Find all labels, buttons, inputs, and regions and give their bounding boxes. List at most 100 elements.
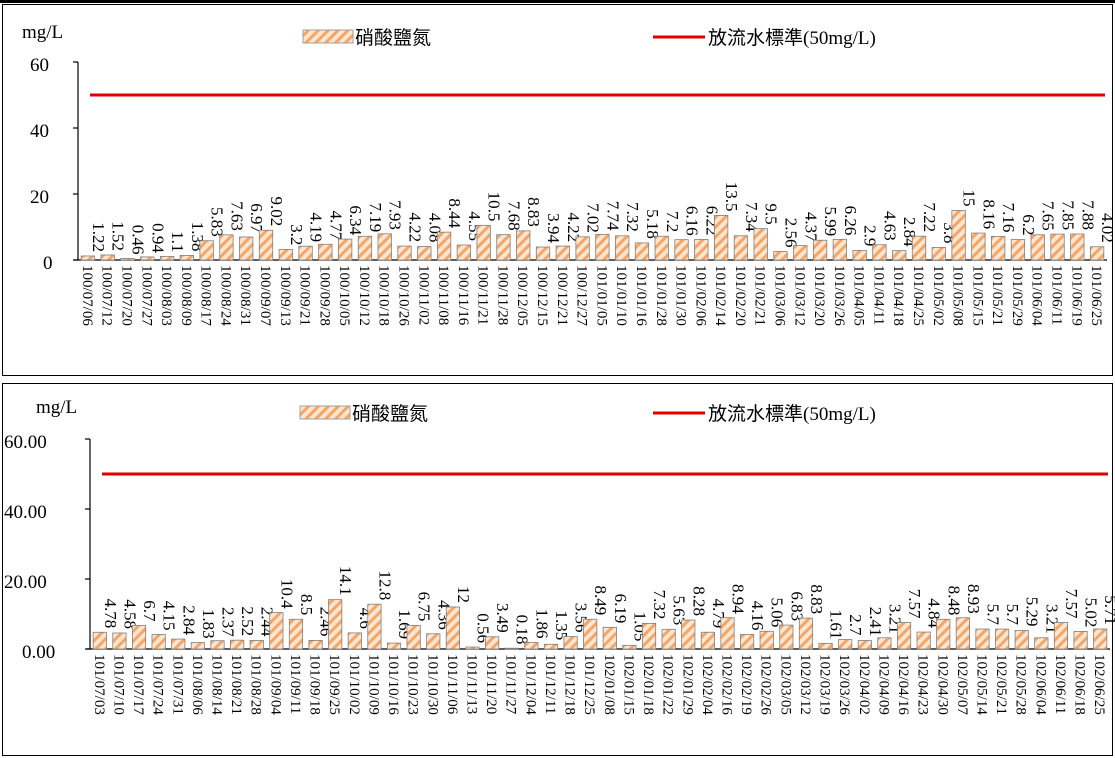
data-label: 1.86 xyxy=(532,609,551,639)
bar xyxy=(720,617,735,650)
x-tick-label: 100/09/07 xyxy=(257,265,273,326)
x-tick-label: 102/04/23 xyxy=(915,654,931,715)
data-label: 7.65 xyxy=(1039,201,1058,231)
x-tick-label: 100/11/16 xyxy=(455,265,471,326)
x-tick-label: 101/02/14 xyxy=(712,265,728,326)
x-tick-label: 101/07/10 xyxy=(110,654,126,715)
x-tick-label: 101/08/28 xyxy=(248,654,264,715)
x-tick-label: 101/07/17 xyxy=(130,654,146,715)
bar xyxy=(445,606,460,650)
y-tick-label: 60.00 xyxy=(4,432,47,453)
legend-label-line: 放流水標準(50mg/L) xyxy=(708,403,876,425)
data-label: 4.22 xyxy=(564,212,583,242)
data-label: 6.97 xyxy=(247,203,266,233)
x-tick-label: 101/11/20 xyxy=(483,654,499,714)
data-label: 12 xyxy=(454,586,473,603)
x-tick-label: 101/01/10 xyxy=(613,265,629,326)
x-tick-label: 102/05/14 xyxy=(974,654,990,715)
x-tick-label: 100/07/27 xyxy=(138,265,154,326)
x-tick-label: 100/12/21 xyxy=(554,265,570,326)
x-tick-label: 101/12/11 xyxy=(542,654,558,714)
data-label: 10.4 xyxy=(277,579,296,609)
bar xyxy=(338,238,353,261)
bar xyxy=(832,238,847,261)
data-label: 7.88 xyxy=(1078,200,1097,230)
data-label: 4.37 xyxy=(801,212,820,242)
x-tick-label: 100/11/02 xyxy=(415,265,431,325)
bar xyxy=(288,618,304,650)
bar xyxy=(694,239,709,261)
x-tick-label: 101/04/05 xyxy=(851,265,867,326)
data-label: 7.32 xyxy=(650,590,669,620)
y-tick-label: 60 xyxy=(30,55,49,76)
data-label: 4.78 xyxy=(101,599,120,629)
x-tick-label: 102/02/26 xyxy=(758,654,774,715)
bar xyxy=(298,245,313,261)
bar xyxy=(100,254,115,261)
x-tick-label: 101/05/15 xyxy=(969,265,985,326)
y-axis-ticks: 60 40 20 0 xyxy=(30,55,53,274)
bar xyxy=(456,244,472,261)
x-tick-label: 102/01/29 xyxy=(679,654,695,715)
bar xyxy=(753,228,768,261)
bar xyxy=(975,628,990,650)
data-label: 4.19 xyxy=(307,212,326,242)
x-tick-label: 101/10/23 xyxy=(405,654,421,715)
data-label: 3.94 xyxy=(544,213,563,243)
x-tick-label: 101/02/20 xyxy=(732,265,748,326)
x-tick-label: 101/04/25 xyxy=(910,265,926,326)
data-label: 1.83 xyxy=(199,609,218,639)
x-tick-label: 101/07/31 xyxy=(169,654,185,715)
y-tick-label: 20.00 xyxy=(4,572,47,593)
data-label: 13.5 xyxy=(722,182,741,212)
bar xyxy=(516,230,531,261)
data-label: 6.19 xyxy=(611,594,630,624)
data-label: 4.58 xyxy=(120,599,139,629)
bar xyxy=(278,249,293,261)
x-tick-label: 102/01/18 xyxy=(640,654,656,715)
legend-label-bar: 硝酸鹽氮 xyxy=(352,403,428,425)
x-tick-label: 100/10/12 xyxy=(356,265,372,326)
x-tick-label: 100/11/28 xyxy=(494,265,510,325)
bar xyxy=(563,636,578,650)
y-axis-ticks: 60.00 40.00 20.00 0.00 xyxy=(4,432,55,663)
data-label: 8.49 xyxy=(591,586,610,616)
data-label: 8.5 xyxy=(297,594,316,615)
bar xyxy=(1014,630,1029,650)
data-label: 6.16 xyxy=(683,206,702,236)
data-label: 6.75 xyxy=(415,592,434,622)
data-label: 7.22 xyxy=(920,202,939,232)
data-label: 5.18 xyxy=(643,209,662,239)
x-tick-label: 100/09/28 xyxy=(316,265,332,326)
bar xyxy=(120,258,135,261)
bar xyxy=(406,624,421,650)
x-tick-label: 101/02/21 xyxy=(752,265,768,326)
bar xyxy=(857,640,872,650)
bar xyxy=(602,626,617,650)
data-label: 8.44 xyxy=(445,198,464,228)
y-tick-label: 20 xyxy=(30,187,49,208)
x-tick-label: 101/04/11 xyxy=(870,265,886,325)
bar xyxy=(1053,622,1069,650)
bar xyxy=(151,634,166,650)
x-tick-label: 100/08/03 xyxy=(158,265,174,326)
x-tick-label: 102/05/07 xyxy=(954,654,970,715)
bar xyxy=(555,245,570,261)
x-tick-label: 101/09/11 xyxy=(287,654,303,714)
data-label: 7.16 xyxy=(999,203,1018,233)
data-label: 7.57 xyxy=(905,589,924,619)
data-label: 1.35 xyxy=(552,611,571,641)
data-label: 8.48 xyxy=(944,586,963,616)
data-label: 5.29 xyxy=(1023,597,1042,627)
bar xyxy=(436,231,452,261)
bar xyxy=(812,239,828,261)
data-label: 8.83 xyxy=(807,584,826,614)
x-tick-label: 101/03/20 xyxy=(811,265,827,326)
chart-panel-top xyxy=(2,4,1113,376)
data-label: 4.22 xyxy=(406,212,425,242)
data-label: 10.5 xyxy=(485,192,504,222)
data-label: 12.8 xyxy=(375,570,394,600)
x-tick-label: 100/09/13 xyxy=(277,265,293,326)
x-tick-label: 100/10/18 xyxy=(376,265,392,326)
bar xyxy=(700,631,715,650)
